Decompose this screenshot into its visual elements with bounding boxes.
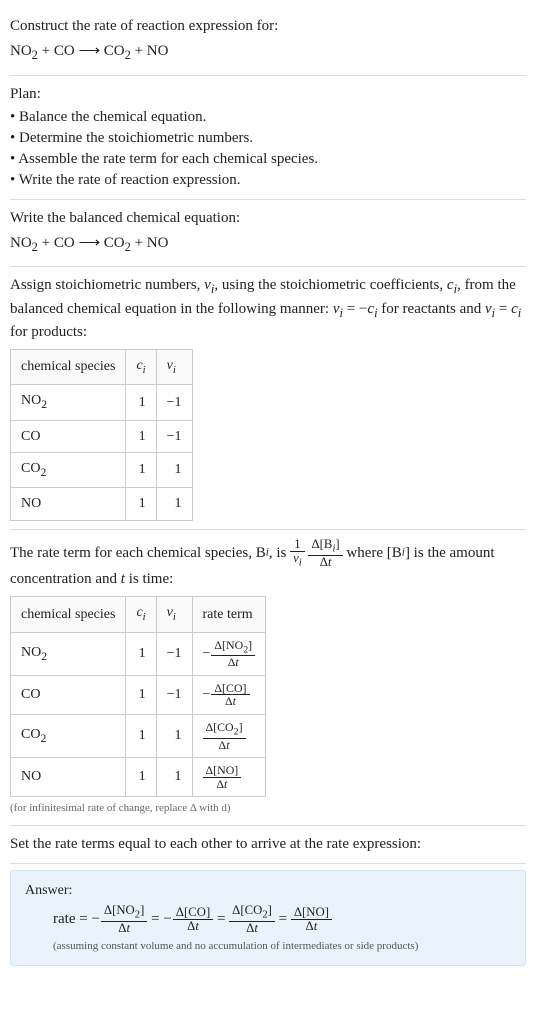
plan-item: Assemble the rate term for each chemical… bbox=[10, 149, 526, 170]
intro-section: Construct the rate of reaction expressio… bbox=[10, 8, 526, 76]
cell-species: NO bbox=[11, 488, 126, 521]
answer-box: Answer: rate = −Δ[NO2]Δt = −Δ[CO]Δt = Δ[… bbox=[10, 870, 526, 966]
frac-1-over-vi: 1 νi bbox=[290, 538, 305, 569]
cell-ci: 1 bbox=[126, 453, 156, 488]
cell-species: CO2 bbox=[11, 453, 126, 488]
stoich-section: Assign stoichiometric numbers, νi, using… bbox=[10, 267, 526, 530]
cell-rate-term: Δ[NO]Δt bbox=[192, 758, 266, 797]
balanced-text: Write the balanced chemical equation: bbox=[10, 208, 526, 229]
cell-species: CO bbox=[11, 675, 126, 714]
cell-species: NO bbox=[11, 758, 126, 797]
cell-vi: −1 bbox=[156, 420, 192, 453]
cell-ci: 1 bbox=[126, 488, 156, 521]
cell-ci: 1 bbox=[126, 385, 156, 420]
final-text: Set the rate terms equal to each other t… bbox=[10, 834, 526, 855]
cell-ci: 1 bbox=[126, 714, 156, 757]
table-row: NO11Δ[NO]Δt bbox=[11, 758, 266, 797]
cell-ci: 1 bbox=[126, 420, 156, 453]
rate-frac: Δ[CO2]Δt bbox=[229, 904, 275, 935]
rate-frac: Δ[NO2]Δt bbox=[101, 904, 147, 935]
col-vi: νi bbox=[156, 350, 192, 385]
rate-frac: Δ[NO]Δt bbox=[291, 906, 332, 934]
cell-ci: 1 bbox=[126, 675, 156, 714]
table-header-row: chemical species ci νi rate term bbox=[11, 597, 266, 632]
cell-vi: 1 bbox=[156, 453, 192, 488]
answer-footnote: (assuming constant volume and no accumul… bbox=[25, 939, 511, 954]
balanced-section: Write the balanced chemical equation: NO… bbox=[10, 200, 526, 268]
cell-rate-term: −Δ[NO2]Δt bbox=[192, 632, 266, 675]
answer-label: Answer: bbox=[25, 881, 511, 901]
col-species: chemical species bbox=[11, 350, 126, 385]
cell-ci: 1 bbox=[126, 758, 156, 797]
intro-prompt: Construct the rate of reaction expressio… bbox=[10, 16, 526, 37]
plan-section: Plan: Balance the chemical equation. Det… bbox=[10, 76, 526, 200]
rate-term-section: The rate term for each chemical species,… bbox=[10, 530, 526, 826]
cell-ci: 1 bbox=[126, 632, 156, 675]
cell-species: CO2 bbox=[11, 714, 126, 757]
plan-item: Balance the chemical equation. bbox=[10, 107, 526, 128]
table-row: CO1−1−Δ[CO]Δt bbox=[11, 675, 266, 714]
answer-rate-expression: rate = −Δ[NO2]Δt = −Δ[CO]Δt = Δ[CO2]Δt =… bbox=[25, 904, 511, 935]
final-section: Set the rate terms equal to each other t… bbox=[10, 826, 526, 864]
cell-vi: −1 bbox=[156, 632, 192, 675]
cell-vi: −1 bbox=[156, 385, 192, 420]
cell-rate-term: −Δ[CO]Δt bbox=[192, 675, 266, 714]
col-rate: rate term bbox=[192, 597, 266, 632]
cell-vi: 1 bbox=[156, 758, 192, 797]
plan-item: Write the rate of reaction expression. bbox=[10, 170, 526, 191]
table-row: NO2 1 −1 bbox=[11, 385, 193, 420]
table-header-row: chemical species ci νi bbox=[11, 350, 193, 385]
col-ci: ci bbox=[126, 350, 156, 385]
col-vi: νi bbox=[156, 597, 192, 632]
table-row: CO 1 −1 bbox=[11, 420, 193, 453]
table-row: CO211Δ[CO2]Δt bbox=[11, 714, 266, 757]
rate-term-footnote: (for infinitesimal rate of change, repla… bbox=[10, 801, 526, 816]
frac-dBi-dt: Δ[Bi] Δt bbox=[308, 538, 342, 569]
plan-item: Determine the stoichiometric numbers. bbox=[10, 128, 526, 149]
cell-species: NO2 bbox=[11, 632, 126, 675]
col-species: chemical species bbox=[11, 597, 126, 632]
plan-heading: Plan: bbox=[10, 84, 526, 105]
table-row: NO 1 1 bbox=[11, 488, 193, 521]
cell-vi: −1 bbox=[156, 675, 192, 714]
cell-vi: 1 bbox=[156, 488, 192, 521]
balanced-equation: NO2 + CO ⟶ CO2 + NO bbox=[10, 229, 526, 259]
stoich-table: chemical species ci νi NO2 1 −1 CO 1 −1 … bbox=[10, 349, 193, 521]
cell-vi: 1 bbox=[156, 714, 192, 757]
cell-rate-term: Δ[CO2]Δt bbox=[192, 714, 266, 757]
intro-equation: NO2 + CO ⟶ CO2 + NO bbox=[10, 37, 526, 67]
col-ci: ci bbox=[126, 597, 156, 632]
plan-list: Balance the chemical equation. Determine… bbox=[10, 107, 526, 191]
rate-term-table: chemical species ci νi rate term NO21−1−… bbox=[10, 596, 266, 797]
rate-term-text: The rate term for each chemical species,… bbox=[10, 538, 526, 590]
table-row: CO2 1 1 bbox=[11, 453, 193, 488]
stoich-text: Assign stoichiometric numbers, νi, using… bbox=[10, 275, 526, 343]
cell-species: NO2 bbox=[11, 385, 126, 420]
table-row: NO21−1−Δ[NO2]Δt bbox=[11, 632, 266, 675]
rate-frac: Δ[CO]Δt bbox=[173, 906, 213, 934]
cell-species: CO bbox=[11, 420, 126, 453]
